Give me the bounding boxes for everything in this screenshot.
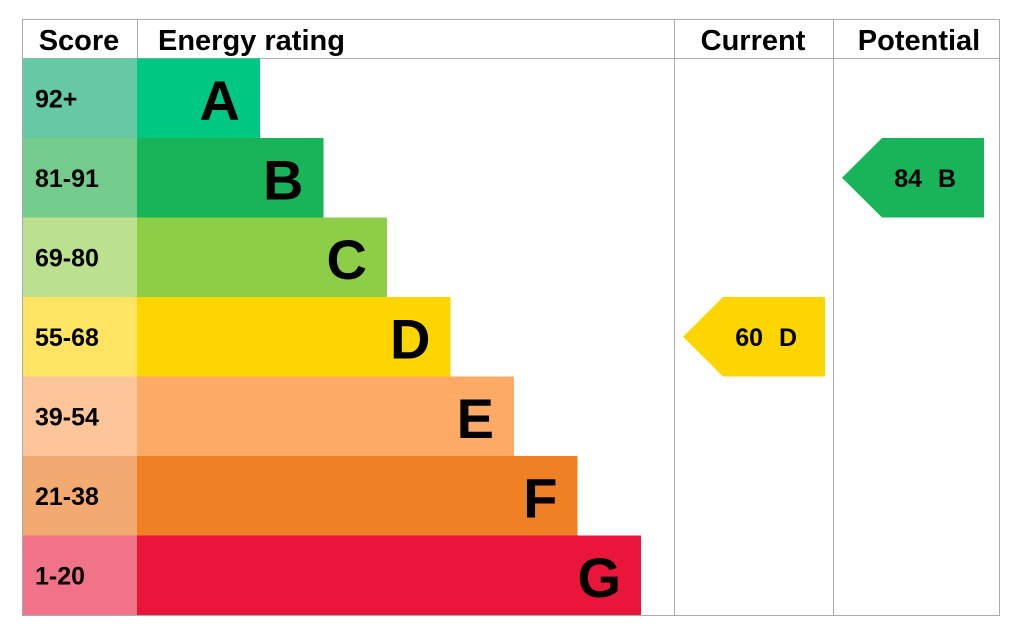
potential-score: 84	[894, 165, 922, 193]
rating-bar	[137, 58, 260, 138]
rating-letter: E	[457, 387, 494, 450]
score-range: 39-54	[35, 403, 99, 431]
rating-letter: B	[263, 148, 303, 211]
score-cell	[23, 376, 137, 456]
score-range: 21-38	[35, 483, 99, 511]
score-range: 69-80	[35, 244, 99, 272]
rating-bar	[137, 138, 324, 218]
rating-bar	[137, 297, 451, 377]
score-cell	[23, 535, 137, 615]
rating-bar	[137, 217, 387, 297]
potential-arrow	[842, 138, 984, 218]
rating-letter: C	[327, 228, 367, 291]
score-cell	[23, 297, 137, 377]
score-cell	[23, 456, 137, 536]
rating-bar	[137, 456, 578, 536]
current-band: D	[779, 324, 797, 352]
header-score: Score	[39, 25, 120, 57]
current-arrow	[683, 297, 825, 377]
header-rating: Energy rating	[158, 25, 345, 57]
score-range: 55-68	[35, 324, 99, 352]
rating-bar	[137, 376, 514, 456]
header-current: Current	[701, 25, 806, 57]
score-cell	[23, 138, 137, 218]
score-range: 92+	[35, 85, 77, 113]
current-score: 60	[735, 324, 763, 352]
rating-letter: A	[200, 69, 240, 132]
rating-letter: D	[390, 307, 430, 370]
score-range: 1-20	[35, 562, 85, 590]
header-potential: Potential	[858, 25, 980, 57]
rating-letter: F	[523, 466, 557, 529]
score-cell	[23, 217, 137, 297]
score-cell	[23, 58, 137, 138]
rating-letter: G	[577, 546, 621, 609]
score-range: 81-91	[35, 165, 99, 193]
rating-bar	[137, 535, 641, 615]
potential-band: B	[938, 165, 956, 193]
